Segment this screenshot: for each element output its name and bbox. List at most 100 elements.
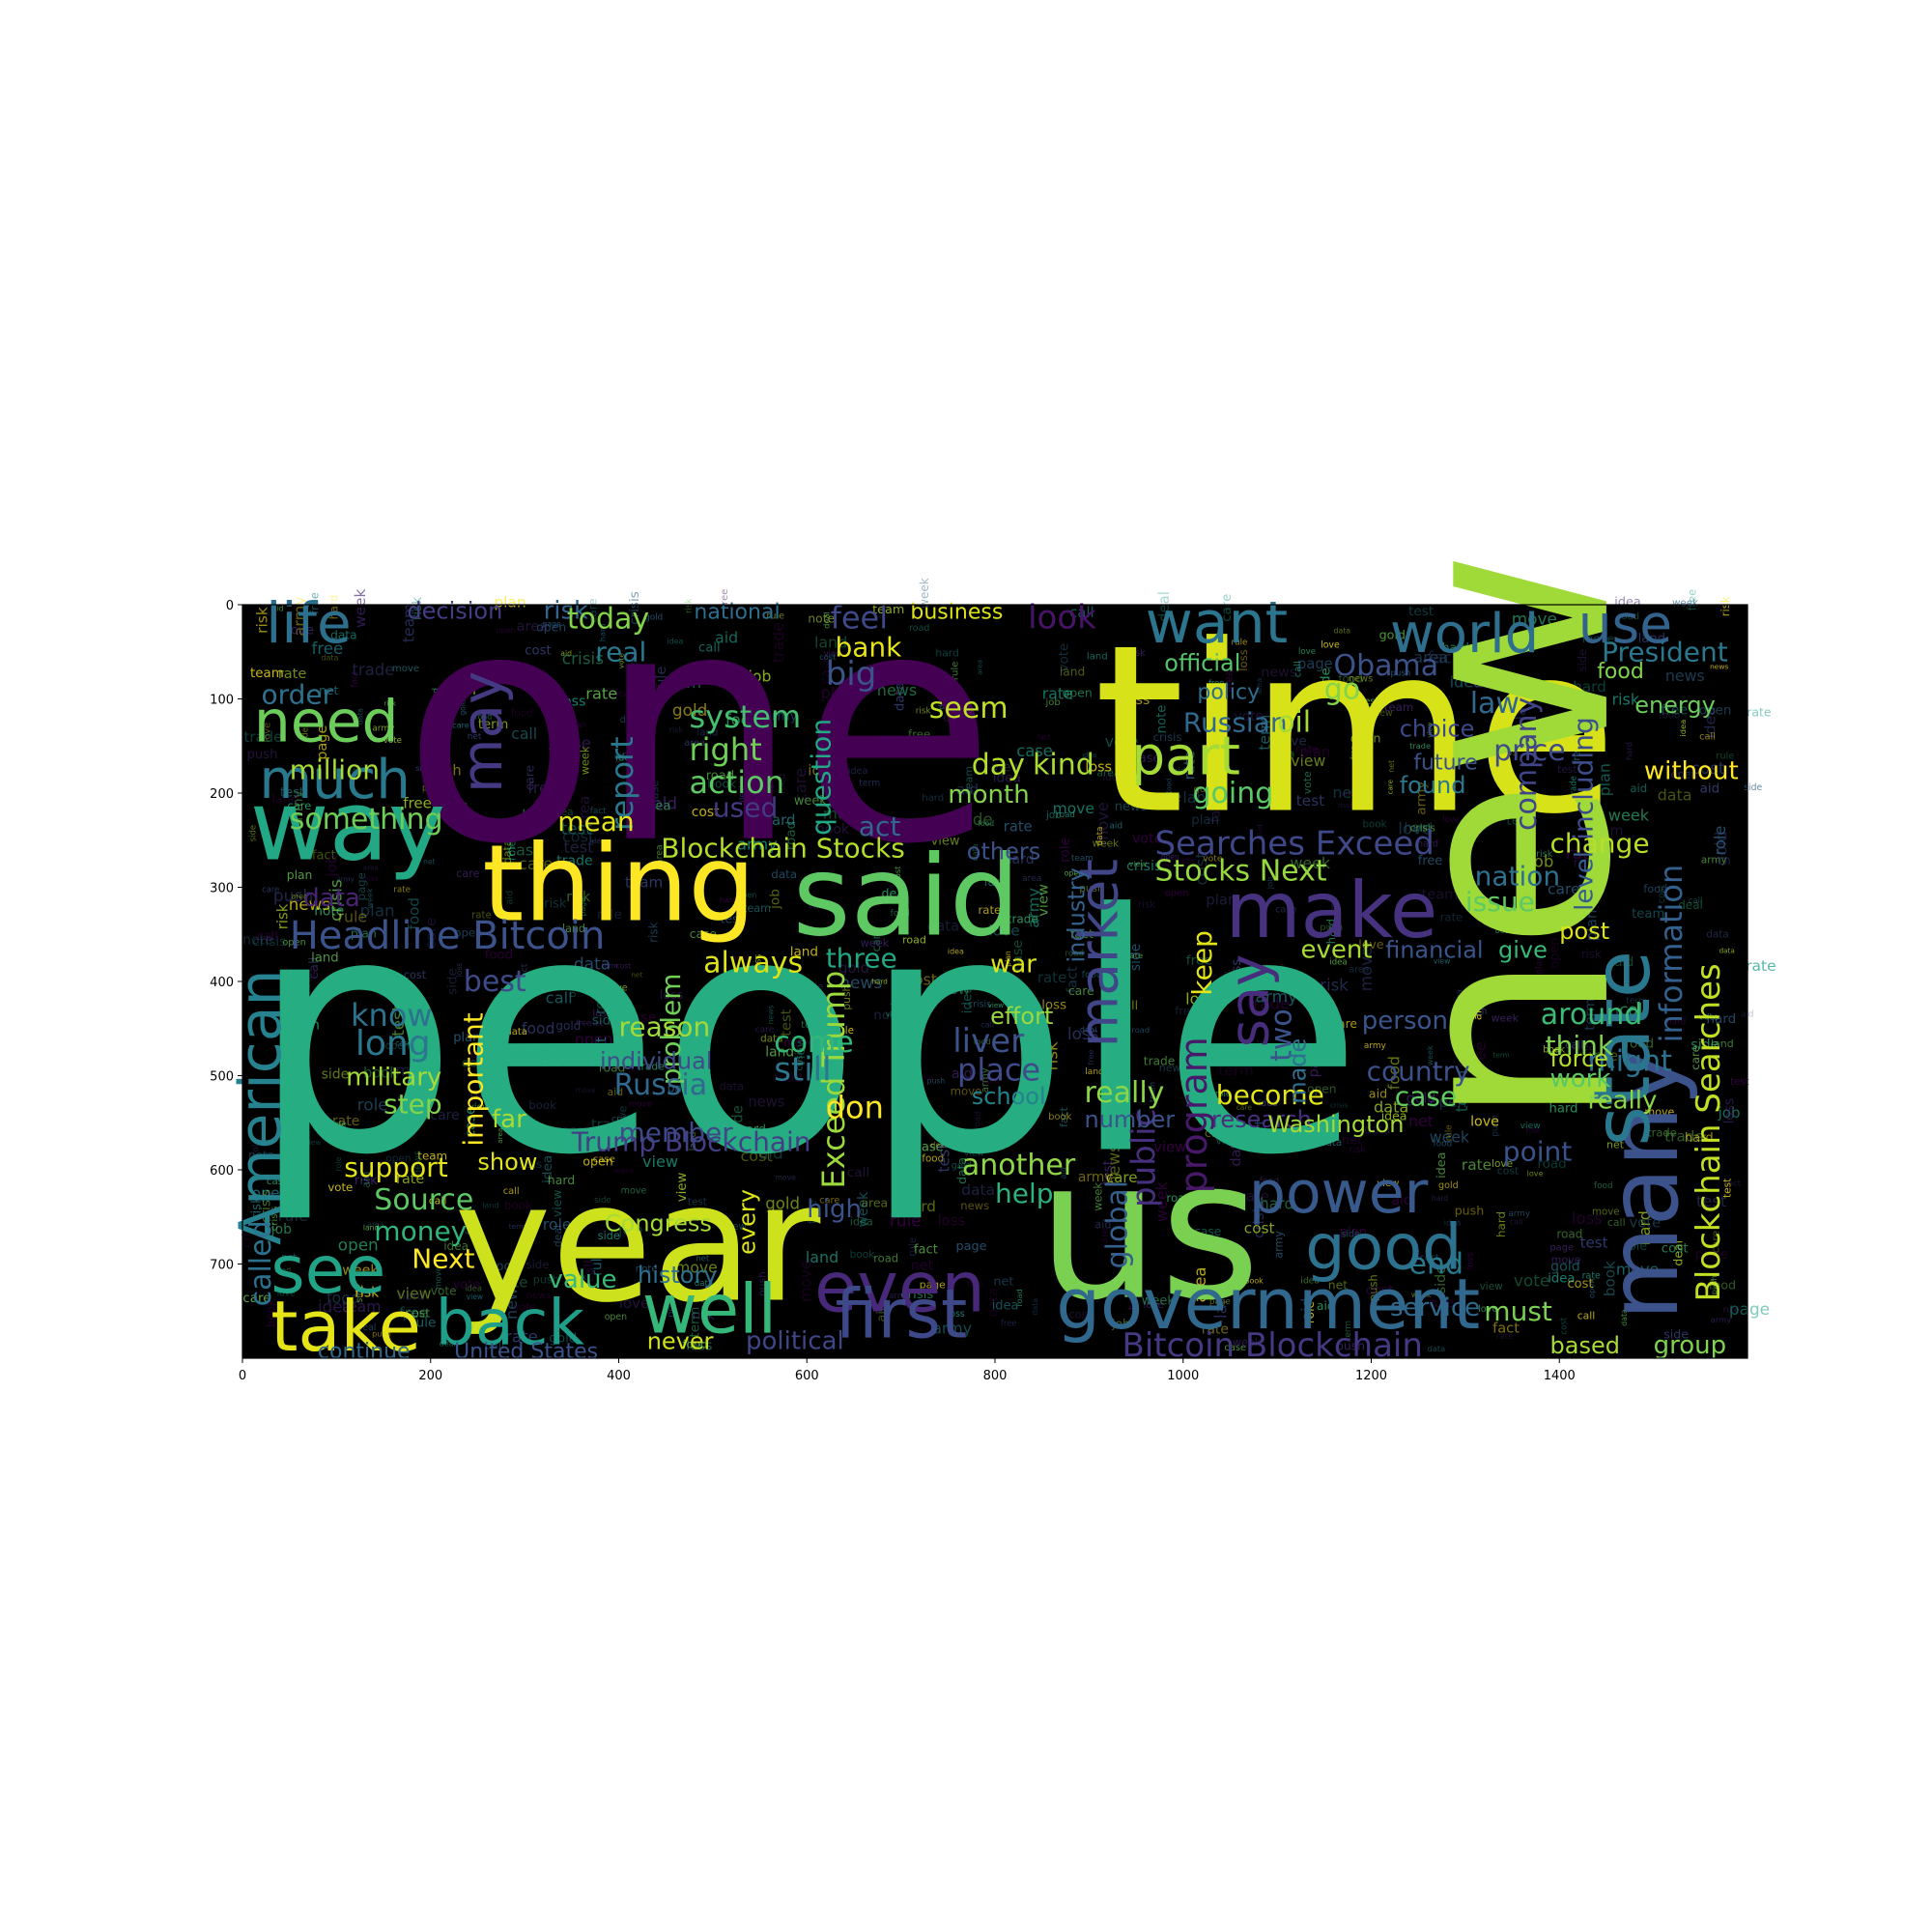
filler-word: rate (1574, 856, 1600, 870)
filler-word: free (908, 727, 930, 741)
filler-word: open (497, 626, 516, 635)
filler-word: rule (278, 1207, 308, 1225)
filler-word: road (1338, 802, 1353, 810)
filler-word: idea (992, 1299, 1019, 1314)
filler-word: free (720, 589, 730, 608)
filler-word: trade (591, 1117, 629, 1133)
filler-word: vote (1699, 1012, 1719, 1023)
filler-word: food (1659, 711, 1680, 722)
filler-word: land (1638, 632, 1665, 646)
filler-word: push (372, 1329, 391, 1339)
filler-word: hard (935, 646, 959, 659)
filler-word: free (403, 795, 432, 812)
filler-word: gold (1379, 627, 1406, 641)
filler-word: move (1357, 947, 1376, 991)
cloud-word: take (270, 1286, 421, 1367)
filler-word: open (385, 1153, 411, 1165)
filler-word: trade (556, 853, 592, 868)
cloud-word: Next (412, 1242, 474, 1274)
filler-word: push (247, 748, 278, 762)
filler-word: road (1618, 611, 1640, 622)
cloud-word: found (1400, 772, 1466, 799)
filler-word: week (861, 937, 890, 950)
filler-word: gold (763, 1134, 773, 1151)
filler-word: data (1031, 1298, 1039, 1316)
filler-word: loss (948, 1309, 965, 1320)
filler-word: land (689, 1132, 698, 1151)
cloud-word: individual (600, 1048, 712, 1075)
cloud-word: real (595, 637, 646, 668)
filler-word: team (1632, 907, 1664, 922)
filler-word: page (315, 725, 330, 760)
filler-word: data (356, 708, 365, 724)
filler-word: deal (728, 1122, 760, 1140)
filler-word: cost (525, 643, 551, 658)
filler-word: love (1298, 647, 1316, 657)
filler-word: idea (1569, 1039, 1596, 1054)
filler-word: call (1577, 1309, 1596, 1321)
cloud-word: become (1216, 1079, 1324, 1111)
filler-word: free (1001, 1319, 1017, 1328)
cloud-word: money (374, 1215, 467, 1247)
cloud-word: always (703, 946, 803, 980)
filler-word: data (744, 687, 757, 713)
filler-word: case (1194, 1225, 1221, 1238)
filler-word: gold (549, 1332, 577, 1347)
filler-word: free (521, 823, 542, 836)
filler-word: side (260, 1192, 278, 1202)
filler-word: deal (1190, 1078, 1208, 1112)
filler-word: area (1096, 766, 1120, 779)
filler-word: call (1597, 1007, 1624, 1025)
filler-word: side (322, 1066, 350, 1082)
filler-word: gold (555, 1019, 581, 1033)
filler-word: crisis (968, 1000, 991, 1010)
filler-word: deal (1678, 898, 1703, 912)
cloud-word: national (694, 601, 780, 625)
cloud-word: come (774, 1026, 854, 1060)
cloud-word: United States (454, 1340, 598, 1364)
filler-word: job (1718, 1104, 1741, 1122)
filler-word: move (1270, 734, 1307, 750)
filler-word: note (873, 1008, 903, 1023)
filler-word: deal (611, 688, 633, 699)
filler-word: army (932, 1319, 972, 1337)
filler-word: view (935, 980, 971, 998)
filler-word: page (579, 897, 587, 917)
filler-word: call (257, 929, 278, 944)
filler-word: hard (517, 676, 535, 686)
filler-word: idea (465, 1284, 482, 1293)
filler-word: case (915, 1141, 944, 1155)
filler-word: view (793, 1037, 809, 1066)
filler-word: open (338, 1235, 379, 1254)
filler-word: hard (1625, 742, 1634, 760)
filler-word: land (284, 965, 316, 982)
filler-word: case (395, 1038, 412, 1047)
cloud-word: must (1484, 1295, 1552, 1327)
filler-word: call (1565, 1039, 1583, 1052)
filler-word: deal (440, 1339, 456, 1348)
y-tick-label: 600 (210, 1164, 234, 1179)
filler-word: book (528, 1098, 556, 1112)
filler-word: road (431, 688, 442, 710)
filler-word: case (593, 1154, 615, 1165)
filler-word: cost (1244, 1219, 1275, 1236)
cloud-word: order (262, 678, 334, 710)
filler-word: rate (396, 1172, 424, 1187)
filler-word: case (1010, 940, 1026, 972)
filler-word: risk (253, 607, 270, 634)
filler-word: love (1398, 819, 1432, 838)
cloud-word: question (806, 719, 838, 836)
filler-word: love (1492, 724, 1501, 741)
filler-word: risk (813, 1094, 840, 1112)
filler-word: view (1520, 1121, 1542, 1131)
filler-word: rate (332, 1114, 359, 1129)
filler-word: page (920, 1279, 946, 1292)
cloud-word: say (1218, 954, 1281, 1048)
filler-word: view (988, 1001, 1005, 1009)
filler-word: fact (1064, 966, 1080, 993)
filler-word: note (808, 612, 835, 626)
cloud-word: don (826, 1089, 884, 1125)
filler-word: aid (1614, 955, 1634, 970)
cloud-word: business (910, 601, 1003, 625)
filler-word: cost (741, 1147, 773, 1165)
